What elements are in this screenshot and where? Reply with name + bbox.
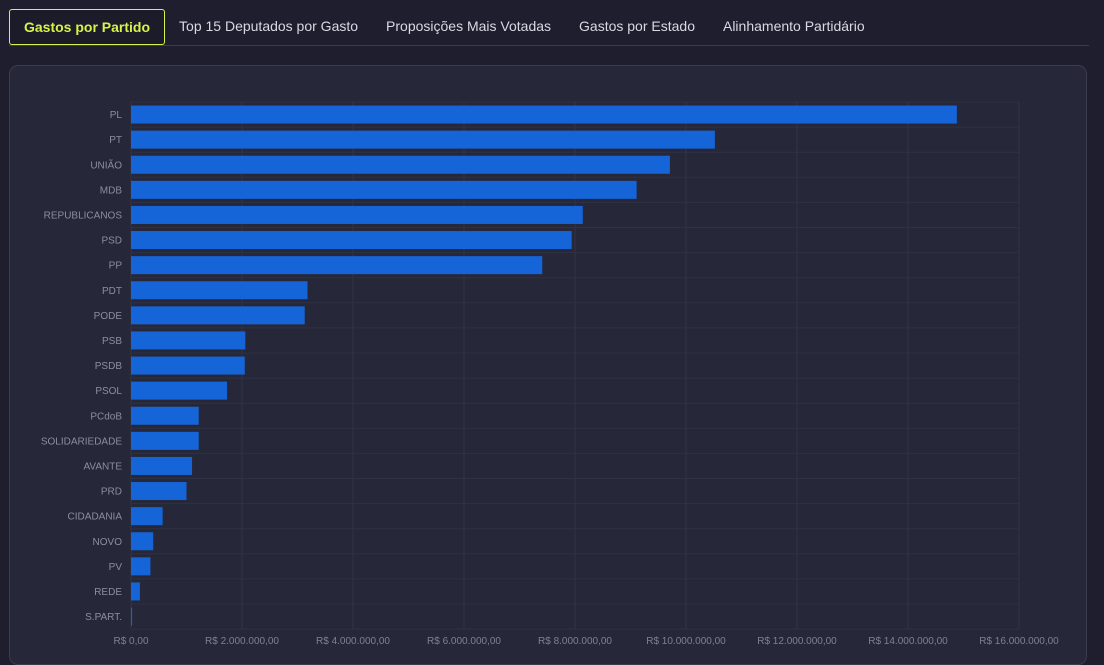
bar-mdb[interactable] [131,180,637,199]
category-label: PL [110,110,123,121]
bar-pcdob[interactable] [131,406,199,425]
tab-proposicoes-mais-votadas[interactable]: Proposições Mais Votadas [386,18,552,34]
tab-gastos-por-partido[interactable]: Gastos por Partido [9,9,166,45]
bar-novo[interactable] [131,532,154,551]
category-label: AVANTE [83,461,122,472]
tab-gastos-por-estado[interactable]: Gastos por Estado [579,18,695,34]
category-label: PODE [94,311,123,322]
category-label: PCdoB [90,411,122,422]
x-tick-label: R$ 12.000.000,00 [757,636,837,647]
x-tick-label: R$ 2.000.000,00 [205,636,279,647]
category-label: PV [109,562,123,573]
category-label: PSDB [95,361,123,372]
x-tick-label: R$ 16.000.000,00 [979,636,1059,647]
category-label: PP [109,261,123,272]
bar-pl[interactable] [131,105,957,124]
category-label: NOVO [93,537,123,548]
bar-pp[interactable] [131,256,543,275]
bar-chart: PL PT UNIÃO MDB REPUBLICANOS PSD PP PDT PODE PSB P… [41,101,1059,647]
x-tick-label: R$ 8.000.000,00 [538,636,612,647]
bar-psd[interactable] [131,231,572,250]
category-label: SOLIDARIEDADE [41,436,122,447]
bar-pt[interactable] [131,130,715,149]
bar-pode[interactable] [131,306,305,325]
category-label: REPUBLICANOS [44,210,123,221]
category-label: MDB [100,185,123,196]
category-label: PDT [102,286,122,297]
bar-cidadania[interactable] [131,507,163,526]
x-tick-label: R$ 4.000.000,00 [316,636,390,647]
category-label: PRD [101,487,122,498]
tab-bar: Gastos por Partido Top 15 Deputados por G… [9,9,1089,46]
bar-rede[interactable] [131,582,140,601]
category-label: PSD [101,236,122,247]
chart-panel: PL PT UNIÃO MDB REPUBLICANOS PSD PP PDT PODE PSB P… [9,65,1087,665]
category-label: CIDADANIA [68,512,123,523]
bar-psb[interactable] [131,331,246,350]
category-label: REDE [94,587,122,598]
x-tick-label: R$ 14.000.000,00 [868,636,948,647]
bar-s.part.[interactable] [131,607,133,626]
tab-alinhamento-partidario[interactable]: Alinhamento Partidário [722,18,865,34]
bar-pv[interactable] [131,557,151,576]
category-label: PSOL [95,386,122,397]
bar-psdb[interactable] [131,356,245,375]
bar-republicanos[interactable] [131,205,583,224]
x-tick-label: R$ 10.000.000,00 [646,636,726,647]
category-label: S.PART. [85,612,122,623]
tab-top-15-deputados-por-gasto[interactable]: Top 15 Deputados por Gasto [179,18,359,34]
x-tick-label: R$ 6.000.000,00 [427,636,501,647]
bar-avante[interactable] [131,456,193,475]
bar-psol[interactable] [131,381,228,400]
x-tick-label: R$ 0,00 [113,636,148,647]
bar-união[interactable] [131,155,670,174]
bar-solidariedade[interactable] [131,431,199,450]
bar-pdt[interactable] [131,281,308,300]
category-label: PT [109,135,122,146]
bar-prd[interactable] [131,482,187,501]
category-label: PSB [102,336,122,347]
category-label: UNIÃO [90,158,122,171]
